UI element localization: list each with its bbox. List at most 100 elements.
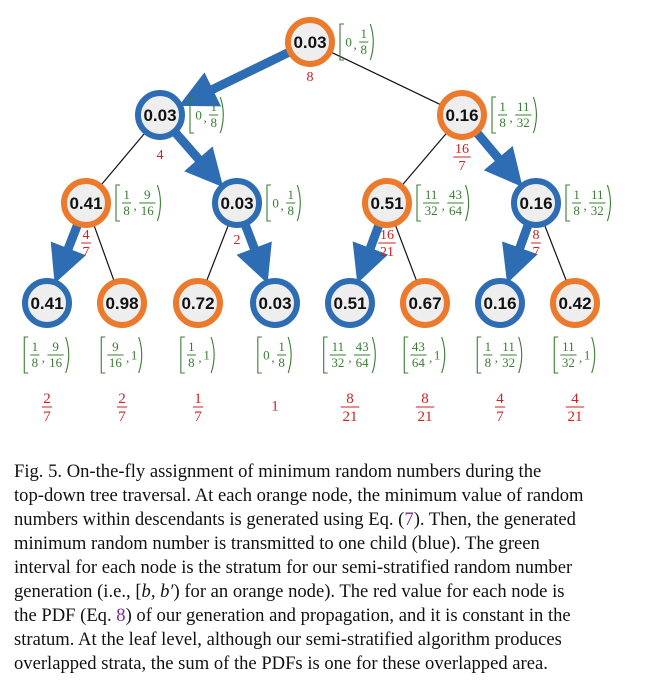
pdf-value: 1: [271, 398, 279, 414]
pdf-numerator: 1: [194, 391, 202, 407]
pdf-denominator: 21: [343, 409, 358, 425]
equation-reference[interactable]: 7: [404, 509, 414, 530]
pdf-numerator: 16: [380, 228, 394, 243]
caption-line-3: numbers within descendants is generated …: [14, 508, 638, 532]
caption-line-7: the PDF (Eq. 8) of our generation and pr…: [14, 604, 638, 628]
left-bracket: [180, 336, 185, 374]
node-circle: [285, 17, 335, 67]
interval-lower-denominator: 8: [573, 203, 580, 218]
left-bracket: [115, 184, 120, 222]
interval-lower-denominator: 8: [188, 355, 195, 370]
edges-layer: [50, 48, 568, 284]
interval-upper-numerator: 43: [356, 339, 369, 354]
interval-upper-denominator: 8: [360, 42, 367, 57]
right-paren: [65, 336, 70, 374]
interval-upper-numerator: 1: [278, 339, 285, 354]
pdf-numerator: 4: [496, 391, 504, 407]
interval-lower-denominator: 64: [412, 355, 426, 370]
caption-text: ). Then, the generated: [413, 509, 576, 530]
left-bracket: [553, 336, 559, 374]
interval-comma: ,: [429, 350, 432, 365]
stratum-interval: 0,18: [339, 23, 374, 61]
interval-comma: ,: [495, 350, 498, 365]
tree-edge: [400, 131, 449, 187]
interval-lower-denominator: 8: [485, 355, 492, 370]
equation-reference[interactable]: 8: [116, 605, 126, 626]
interval-lower-denominator: 32: [425, 203, 438, 218]
left-bracket: [565, 184, 570, 222]
node-value: 0.16: [519, 194, 552, 213]
tree-node-blue: 0.16: [511, 178, 561, 228]
arrow-edge-icon: [50, 223, 86, 284]
right-paren: [371, 336, 376, 374]
interval-lower-denominator: 32: [331, 355, 344, 370]
tree-node-blue: 0.03: [135, 90, 185, 140]
nodes-layer: 0.03 0.03 0.16 0.41 0.03 0.51 0.16 0.41 0.98 0.72…: [22, 17, 600, 328]
node-value: 0.42: [558, 294, 591, 313]
interval-upper-numerator: 9: [144, 187, 151, 202]
node-value: 0.16: [483, 294, 516, 313]
node-value: 0.03: [258, 294, 291, 313]
arrow-edge-icon: [178, 48, 291, 107]
right-paren: [532, 96, 537, 134]
interval-lower-value: 0: [195, 108, 202, 123]
node-value: 0.51: [370, 194, 403, 213]
node-value: 0.03: [293, 33, 326, 52]
interval-upper-numerator: 43: [449, 187, 462, 202]
interval-upper-numerator: 1: [210, 99, 217, 114]
interval-lower-denominator: 8: [123, 203, 130, 218]
tree-node-orange: 0.98: [97, 278, 147, 328]
node-circle: [61, 178, 111, 228]
right-paren: [287, 336, 292, 374]
interval-upper-value: 1: [131, 348, 138, 363]
pdf-numerator: 4: [571, 391, 579, 407]
tree-edge: [92, 223, 116, 283]
pdf-value: 4: [157, 148, 164, 163]
labels-layer: 0,1880,18418,113216718,916470,1821132,43…: [23, 23, 611, 425]
node-value: 0.41: [30, 294, 63, 313]
interval-upper-value: 1: [434, 348, 441, 363]
interval-upper-value: 1: [584, 348, 591, 363]
interval-upper-denominator: 16: [49, 355, 63, 370]
right-paren: [465, 184, 470, 222]
node-circle: [250, 278, 300, 328]
pdf-numerator: 16: [455, 142, 469, 157]
arrow-edge-icon: [172, 130, 224, 188]
right-paren: [441, 336, 446, 374]
pdf-numerator: 8: [533, 228, 540, 243]
tree-node-orange: 0.41: [61, 178, 111, 228]
caption-line-8: stratum. At the leaf level, although our…: [14, 629, 562, 650]
interval-comma: ,: [348, 350, 351, 365]
right-paren: [591, 336, 596, 374]
interval-lower-numerator: 43: [412, 339, 425, 354]
pdf-denominator: 7: [459, 159, 466, 174]
pdf-numerator: 8: [346, 391, 354, 407]
interval-lower-numerator: 11: [562, 339, 575, 354]
pdf-denominator: 21: [418, 409, 433, 425]
stratum-interval: 18, 1: [180, 336, 215, 374]
node-circle: [550, 278, 600, 328]
caption-line-4: minimum random number is transmitted to …: [14, 533, 540, 554]
interval-upper-value: 1: [203, 348, 210, 363]
right-paren: [219, 96, 224, 134]
tree-node-blue: 0.51: [325, 278, 375, 328]
pdf-numerator: 2: [43, 391, 51, 407]
right-paren: [296, 184, 301, 222]
node-circle: [97, 278, 147, 328]
left-bracket: [100, 336, 106, 374]
tree-node-blue: 0.16: [475, 278, 525, 328]
interval-upper-denominator: 32: [517, 115, 530, 130]
caption-text: ) for an orange node). The red value for…: [173, 581, 565, 602]
tree-edge: [394, 223, 418, 283]
tree-edge: [99, 131, 147, 187]
interval-lower-denominator: 8: [499, 115, 506, 130]
arrow-edge-icon: [352, 223, 389, 284]
stratum-interval: 0,18: [189, 96, 224, 134]
arrow-edge-icon: [236, 223, 272, 284]
caption-line-5: interval for each node is the stratum fo…: [14, 557, 573, 578]
interval-upper-numerator: 11: [517, 99, 530, 114]
